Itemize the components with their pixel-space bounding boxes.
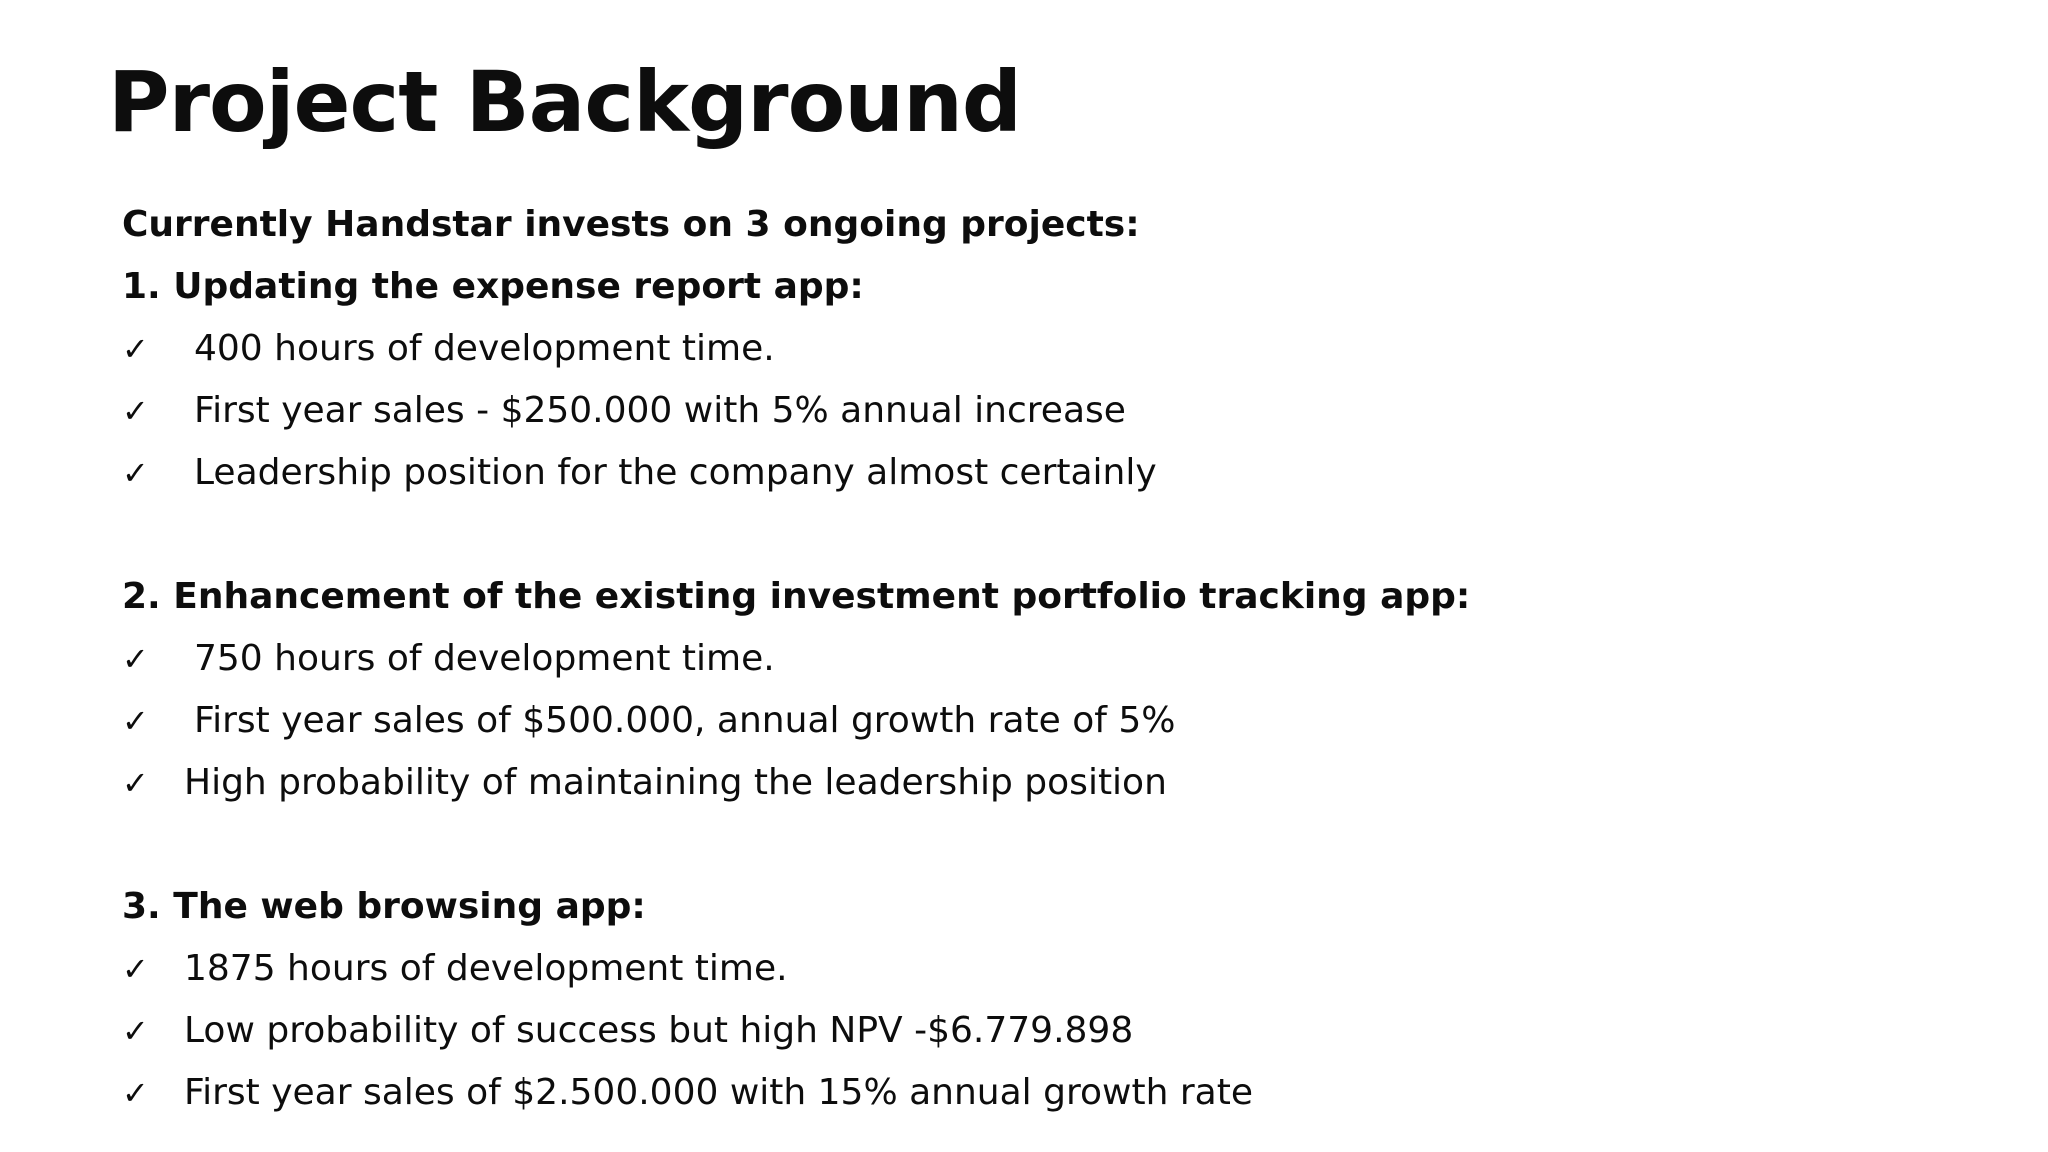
point-text: First year sales of $500.000, annual gro…	[194, 700, 1176, 741]
project-1-point-2: ✓ First year sales - $250.000 with 5% an…	[122, 380, 1922, 442]
checkmark-icon: ✓	[122, 1012, 149, 1050]
spacer	[122, 504, 1922, 566]
slide-title: Project Background	[108, 53, 1022, 151]
project-1-heading: 1. Updating the expense report app:	[122, 266, 864, 307]
checkmark-icon: ✓	[122, 454, 149, 492]
project-1-point-3: ✓ Leadership position for the company al…	[122, 442, 1922, 504]
project-1-point-1: ✓ 400 hours of development time.	[122, 318, 1922, 380]
spacer	[122, 814, 1922, 876]
checkmark-icon: ✓	[122, 764, 149, 802]
point-text: Low probability of success but high NPV …	[184, 1010, 1134, 1051]
point-text: First year sales of $2.500.000 with 15% …	[184, 1072, 1253, 1113]
checkmark-icon: ✓	[122, 702, 149, 740]
checkmark-icon: ✓	[122, 640, 149, 678]
point-text: High probability of maintaining the lead…	[184, 762, 1167, 803]
checkmark-icon: ✓	[122, 1074, 149, 1112]
intro-text: Currently Handstar invests on 3 ongoing …	[122, 204, 1140, 245]
point-text: 750 hours of development time.	[194, 638, 775, 679]
slide-content: Currently Handstar invests on 3 ongoing …	[122, 194, 1922, 1124]
checkmark-icon: ✓	[122, 330, 149, 368]
project-2-point-2: ✓ First year sales of $500.000, annual g…	[122, 690, 1922, 752]
project-2-point-3: ✓ High probability of maintaining the le…	[122, 752, 1922, 814]
project-3-point-2: ✓ Low probability of success but high NP…	[122, 1000, 1922, 1062]
project-3-heading: 3. The web browsing app:	[122, 886, 646, 927]
checkmark-icon: ✓	[122, 392, 149, 430]
point-text: Leadership position for the company almo…	[194, 452, 1157, 493]
point-text: 400 hours of development time.	[194, 328, 775, 369]
checkmark-icon: ✓	[122, 950, 149, 988]
project-2-point-1: ✓ 750 hours of development time.	[122, 628, 1922, 690]
project-3-point-1: ✓ 1875 hours of development time.	[122, 938, 1922, 1000]
project-2-heading: 2. Enhancement of the existing investmen…	[122, 576, 1471, 617]
point-text: First year sales - $250.000 with 5% annu…	[194, 390, 1126, 431]
project-3-point-3: ✓ First year sales of $2.500.000 with 15…	[122, 1062, 1922, 1124]
point-text: 1875 hours of development time.	[184, 948, 788, 989]
